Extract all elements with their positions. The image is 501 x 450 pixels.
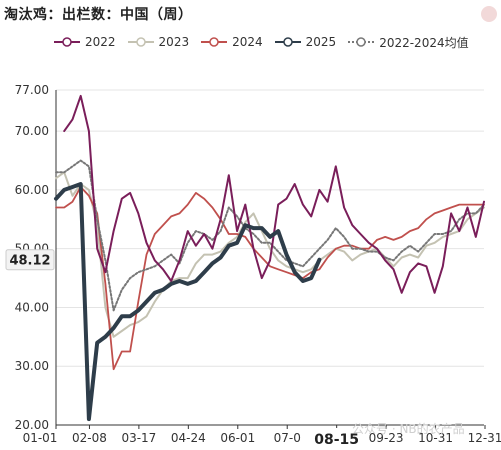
current-value-label: 48.12: [9, 254, 50, 269]
series-line-2025: [54, 182, 322, 422]
legend-item-average[interactable]: 2022-2024均值: [348, 34, 469, 51]
current-date-label: 08-15: [314, 432, 359, 448]
x-tick-label: 12-31: [468, 431, 501, 445]
current-value-badge: [5, 249, 55, 271]
y-tick-label: 77.00: [15, 83, 49, 97]
legend-label: 2025: [305, 35, 337, 49]
series-line-2022: [63, 94, 485, 294]
x-tick-label: 04-24: [171, 431, 206, 445]
legend-marker-icon: [348, 37, 375, 47]
legend-item-2022[interactable]: 2022: [54, 35, 116, 49]
series-line-2024: [55, 186, 485, 371]
legend-label: 2023: [158, 35, 190, 49]
x-tick-label: 03-17: [121, 431, 156, 445]
y-tick-label: 60.00: [15, 183, 49, 197]
legend-label: 2022: [85, 35, 116, 49]
y-tick-label: 40.00: [15, 300, 49, 314]
legend-item-2025[interactable]: 2025: [274, 35, 337, 49]
legend-item-2024[interactable]: 2024: [201, 35, 263, 49]
x-tick-label: 09-23: [369, 431, 404, 445]
legend-marker-icon: [127, 37, 154, 47]
corner-dot-icon: [481, 6, 497, 22]
legend-marker-icon: [274, 37, 301, 47]
x-tick-label: 10-31: [418, 431, 453, 445]
legend-label: 2022-2024均值: [379, 35, 469, 50]
y-tick-label: 30.00: [15, 359, 49, 373]
x-tick-label: 07-0: [274, 431, 301, 445]
legend-marker-icon: [201, 37, 228, 47]
value-badges: 48.12 08-15: [5, 249, 362, 448]
legend-marker-icon: [54, 37, 80, 47]
watermark-text: 公众号 · NB的农产品: [352, 422, 465, 436]
series-lines: [54, 94, 485, 422]
x-tick-label: 06-01: [220, 431, 255, 445]
legend-label: 2024: [232, 35, 263, 49]
series-line-average: [55, 159, 485, 312]
legend-item-2023[interactable]: 2023: [127, 35, 190, 49]
chart-title: 淘汰鸡：出栏数：中国（周）: [4, 7, 193, 23]
current-date-badge: [311, 428, 362, 448]
y-tick-label: 20.00: [15, 418, 49, 432]
axes: [55, 90, 486, 429]
x-tick-label: 01-01: [23, 431, 58, 445]
y-tick-label: 70.00: [15, 124, 49, 138]
chart-legend: 2022 2023 2024 2025 2022-2024均值: [54, 33, 481, 51]
x-tick-label: 02-08: [72, 431, 107, 445]
grid-lines: [56, 89, 484, 367]
series-line-2023: [55, 171, 485, 338]
